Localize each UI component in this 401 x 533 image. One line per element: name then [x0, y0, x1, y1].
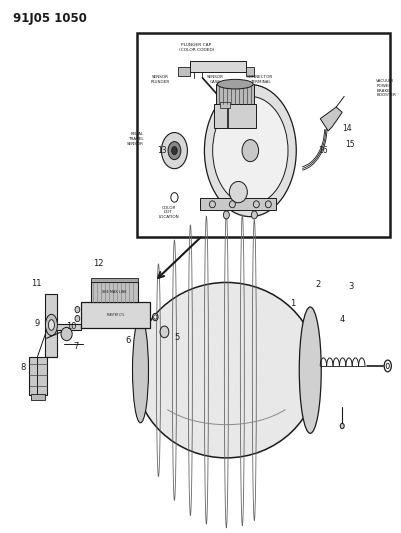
Ellipse shape — [251, 211, 257, 219]
Text: SEE MAX LINE: SEE MAX LINE — [102, 290, 127, 294]
Bar — [80, 302, 150, 328]
Text: 10: 10 — [67, 321, 77, 330]
Bar — [31, 394, 45, 400]
Ellipse shape — [170, 192, 178, 202]
Ellipse shape — [217, 79, 253, 89]
Bar — [216, 84, 254, 104]
Bar — [136, 33, 389, 237]
Bar — [190, 61, 246, 72]
Text: VACUUM
POWER
BRAKE
BOOSTER: VACUUM POWER BRAKE BOOSTER — [375, 79, 395, 97]
Ellipse shape — [229, 201, 235, 208]
Text: 5: 5 — [174, 333, 179, 342]
Ellipse shape — [212, 96, 287, 205]
Polygon shape — [45, 294, 80, 357]
Text: 11: 11 — [31, 279, 42, 288]
Ellipse shape — [45, 314, 57, 336]
Text: MASTER CYL: MASTER CYL — [107, 313, 124, 317]
Text: 3: 3 — [348, 282, 353, 291]
Ellipse shape — [75, 316, 79, 322]
Text: COLOR
DOT
LOCATION: COLOR DOT LOCATION — [158, 206, 178, 219]
Ellipse shape — [223, 211, 229, 219]
Ellipse shape — [61, 327, 72, 341]
Ellipse shape — [168, 142, 180, 160]
Text: 14: 14 — [342, 124, 351, 133]
Ellipse shape — [383, 360, 390, 372]
Ellipse shape — [385, 364, 389, 368]
Ellipse shape — [241, 140, 258, 161]
Ellipse shape — [298, 307, 320, 433]
Text: PEDAL
TRAVEL
SENSOR: PEDAL TRAVEL SENSOR — [126, 132, 143, 146]
Polygon shape — [320, 107, 341, 131]
Bar — [90, 278, 138, 282]
Ellipse shape — [152, 313, 158, 321]
Bar — [178, 67, 190, 76]
Ellipse shape — [134, 282, 318, 458]
Ellipse shape — [265, 201, 271, 208]
Bar — [29, 357, 47, 395]
Text: 7: 7 — [73, 342, 78, 351]
Text: SENSOR
PLUNGER: SENSOR PLUNGER — [150, 75, 170, 84]
Text: 13: 13 — [157, 146, 167, 155]
Bar — [246, 67, 254, 76]
Ellipse shape — [229, 181, 247, 203]
Ellipse shape — [161, 133, 187, 168]
Text: 4: 4 — [339, 315, 344, 324]
Text: 2: 2 — [315, 279, 320, 288]
Text: 15: 15 — [344, 140, 354, 149]
Ellipse shape — [153, 315, 156, 319]
Text: 16: 16 — [318, 146, 328, 155]
Text: SENSOR
CASE: SENSOR CASE — [207, 75, 223, 84]
Text: PLUNGER CAP
(COLOR CODED): PLUNGER CAP (COLOR CODED) — [178, 43, 214, 52]
Ellipse shape — [204, 85, 296, 216]
Ellipse shape — [253, 201, 259, 208]
Text: 12: 12 — [93, 260, 103, 268]
Bar — [200, 198, 275, 210]
Bar — [220, 102, 230, 108]
Text: CONNECTOR
TERMINAL: CONNECTOR TERMINAL — [247, 75, 273, 84]
Ellipse shape — [209, 201, 215, 208]
Text: 6: 6 — [126, 336, 131, 345]
Text: 8: 8 — [20, 363, 25, 372]
Ellipse shape — [48, 320, 54, 330]
Ellipse shape — [75, 306, 79, 313]
Text: 91J05 1050: 91J05 1050 — [13, 12, 86, 25]
Text: 1: 1 — [289, 299, 294, 308]
Ellipse shape — [171, 147, 177, 155]
Ellipse shape — [160, 326, 168, 338]
Bar — [90, 282, 138, 302]
Ellipse shape — [339, 423, 343, 429]
Ellipse shape — [132, 318, 148, 423]
Text: 9: 9 — [35, 319, 40, 328]
Bar — [214, 104, 256, 128]
